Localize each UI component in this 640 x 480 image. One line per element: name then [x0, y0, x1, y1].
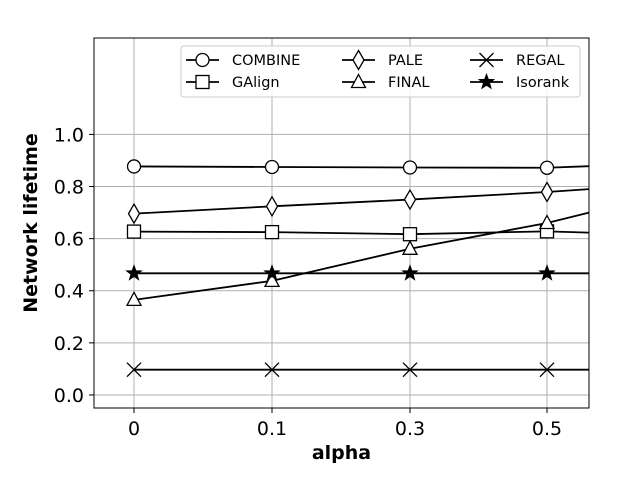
x-tick-label: 0.3: [395, 418, 425, 440]
data-point-combine: [264, 159, 280, 175]
x-tick-label: 0.5: [532, 418, 562, 440]
series-markers: [125, 159, 556, 378]
data-point-final: [538, 214, 556, 230]
data-point-regal: [264, 362, 280, 378]
legend-marker-isorank: [477, 72, 496, 90]
data-point-pale: [265, 195, 279, 218]
series-lines: [133, 165, 590, 371]
legend-entry-isorank: Isorank: [470, 72, 570, 91]
legend-entry-combine: COMBINE: [186, 52, 300, 69]
y-tick-label: 0.6: [54, 229, 84, 251]
y-tick-label: 0.0: [54, 385, 84, 407]
legend-label: COMBINE: [232, 53, 300, 69]
legend-label: GAlign: [232, 75, 280, 91]
data-point-final: [263, 271, 281, 287]
data-point-combine: [539, 160, 555, 175]
data-point-isorank: [125, 264, 143, 281]
data-point-galign: [264, 224, 280, 240]
legend-entry-galign: GAlign: [186, 74, 280, 91]
grid-lines: [94, 38, 589, 408]
y-axis-ticks: 0.0 0.2 0.4 0.6 0.8 1.0: [54, 124, 94, 407]
legend-entry-pale: PALE: [342, 49, 423, 71]
legend-marker-pale: [352, 49, 365, 71]
legend-label: PALE: [388, 53, 423, 69]
series-line-pale: [133, 188, 590, 215]
series-line-galign: [133, 230, 590, 236]
data-point-regal: [126, 362, 142, 378]
y-tick-label: 0.2: [54, 333, 84, 355]
data-point-final: [401, 239, 419, 255]
data-point-regal: [402, 362, 418, 378]
legend-label: REGAL: [516, 53, 564, 69]
data-point-isorank: [401, 264, 419, 281]
data-point-pale: [127, 202, 141, 225]
legend: COMBINE GAlign PALE FINAL REGAL Isorank: [180, 45, 581, 98]
legend-marker-regal: [479, 52, 494, 68]
plot-frame: [93, 37, 590, 409]
data-point-isorank: [538, 264, 556, 281]
y-tick-label: 1.0: [54, 124, 84, 146]
y-axis-label: Network lifetime: [20, 133, 42, 313]
legend-entry-final: FINAL: [342, 73, 429, 91]
legend-marker-combine: [195, 52, 210, 68]
x-axis-label: alpha: [312, 442, 371, 464]
data-point-combine: [402, 160, 418, 175]
legend-marker-final: [350, 73, 367, 89]
y-tick-label: 0.4: [54, 281, 84, 303]
data-point-isorank: [263, 264, 281, 281]
data-point-final: [125, 290, 143, 307]
data-point-galign: [402, 227, 418, 242]
legend-entry-regal: REGAL: [470, 52, 564, 69]
series-line-final: [133, 211, 590, 301]
data-point-galign: [126, 224, 142, 239]
data-point-combine: [126, 159, 142, 174]
series-line-combine: [133, 165, 590, 169]
x-tick-label: 0: [128, 418, 140, 440]
legend-marker-galign: [195, 74, 210, 90]
legend-label: Isorank: [516, 75, 570, 91]
data-point-pale: [403, 188, 417, 211]
x-axis-ticks: 0 0.1 0.3 0.5: [128, 408, 562, 440]
y-tick-label: 0.8: [54, 177, 84, 199]
data-point-regal: [539, 362, 555, 378]
data-point-pale: [540, 181, 554, 203]
x-tick-label: 0.1: [257, 418, 287, 440]
legend-box: [180, 45, 581, 98]
legend-label: FINAL: [388, 75, 429, 91]
